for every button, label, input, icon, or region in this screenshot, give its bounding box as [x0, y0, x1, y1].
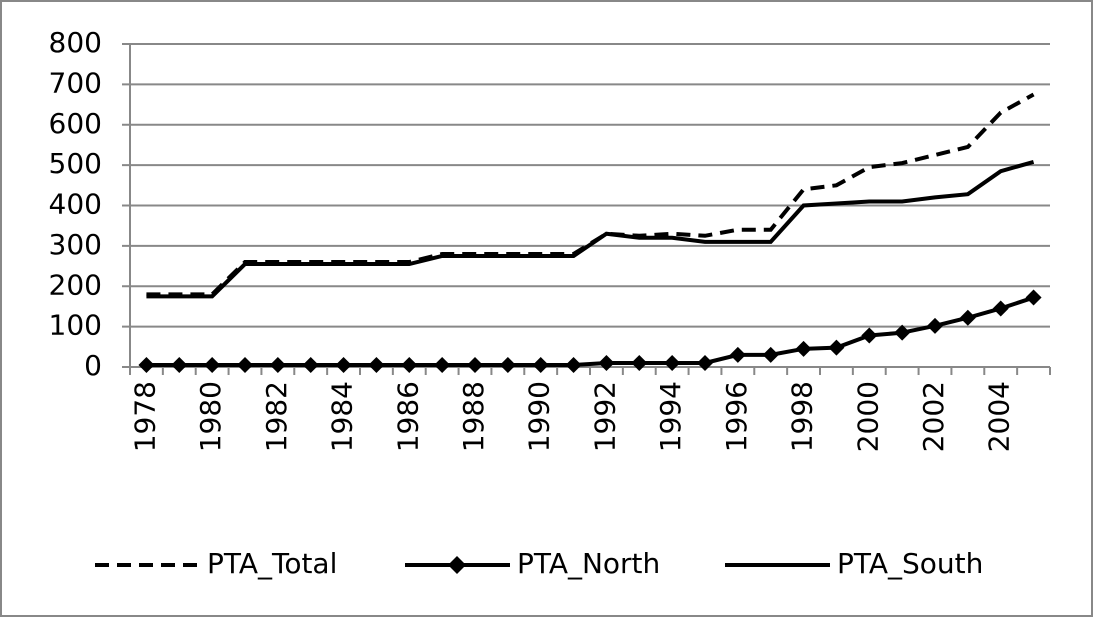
point-marker: [927, 317, 943, 334]
point-marker: [959, 309, 976, 326]
y-tick-label: 100: [49, 309, 102, 342]
x-tick-label: 1978: [128, 381, 161, 452]
point-marker: [762, 346, 779, 363]
series-line: [146, 92, 1035, 297]
x-tick-label: 1996: [720, 381, 753, 452]
point-marker: [302, 356, 319, 373]
x-tick-label: 2004: [983, 381, 1016, 452]
point-marker: [992, 300, 1009, 317]
x-tick-label: 2000: [851, 381, 884, 452]
y-tick-label: 300: [49, 228, 102, 261]
point-marker: [795, 340, 812, 357]
series-line: [146, 159, 1035, 299]
point-marker: [861, 327, 878, 344]
point-marker: [434, 356, 451, 373]
y-tick-label: 600: [49, 107, 102, 140]
y-tick-label: 200: [49, 268, 102, 301]
point-marker: [335, 356, 352, 373]
point-marker: [368, 356, 385, 373]
y-tick-label: 400: [49, 188, 102, 221]
point-marker: [499, 356, 516, 373]
y-tick-label: 500: [49, 147, 102, 180]
x-tick-label: 2002: [917, 381, 950, 452]
point-marker: [269, 356, 286, 373]
x-tick-label: 1988: [457, 381, 490, 452]
point-marker: [894, 324, 911, 341]
point-marker: [401, 356, 418, 373]
legend-label: PTA_North: [517, 547, 660, 580]
legend-label: PTA_South: [837, 547, 983, 580]
legend-marker: [448, 556, 466, 574]
point-marker: [204, 356, 221, 373]
point-marker: [565, 356, 582, 373]
legend-label: PTA_Total: [207, 547, 337, 580]
y-tick-label: 700: [49, 66, 102, 99]
x-tick-label: 1998: [786, 381, 819, 452]
point-marker: [1025, 289, 1042, 306]
point-marker: [598, 354, 615, 371]
series-line: [146, 295, 1035, 367]
y-tick-label: 800: [49, 26, 102, 59]
x-tick-label: 1984: [326, 381, 359, 452]
x-tick-label: 1980: [194, 381, 227, 452]
x-tick-label: 1994: [654, 381, 687, 452]
point-marker: [138, 356, 155, 373]
x-tick-label: 1992: [588, 381, 621, 452]
point-marker: [664, 354, 681, 371]
y-tick-label: 0: [84, 349, 102, 382]
point-marker: [532, 356, 549, 373]
point-marker: [467, 356, 483, 373]
x-tick-label: 1982: [260, 381, 293, 452]
point-marker: [697, 354, 713, 371]
x-tick-label: 1990: [523, 381, 556, 452]
point-marker: [729, 346, 746, 363]
point-marker: [171, 356, 188, 373]
point-marker: [631, 354, 648, 371]
point-marker: [237, 356, 253, 373]
x-tick-label: 1986: [391, 381, 424, 452]
point-marker: [828, 339, 845, 356]
